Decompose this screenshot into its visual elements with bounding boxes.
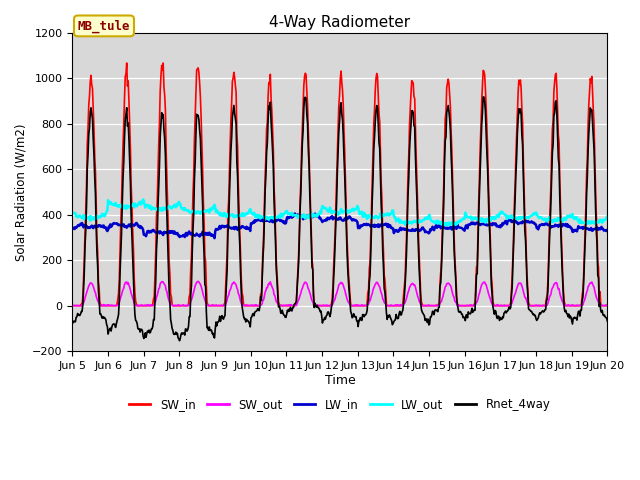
Rnet_4way [480, 94, 488, 100]
Rnet_4way [78, 309, 86, 314]
LW_in [291, 211, 299, 216]
LW_in [78, 220, 86, 226]
Rnet_4way [133, 321, 141, 326]
Rnet_4way [406, 148, 413, 154]
Rnet_4way [176, 338, 184, 344]
SW_out [406, 283, 414, 289]
LW_out [188, 208, 196, 214]
SW_out [69, 303, 77, 309]
SW_out [218, 302, 225, 308]
LW_in [216, 226, 224, 231]
SW_in [216, 303, 224, 309]
LW_out [421, 215, 429, 221]
Y-axis label: Solar Radiation (W/m2): Solar Radiation (W/m2) [15, 123, 28, 261]
LW_in [188, 231, 195, 237]
SW_in [123, 60, 131, 66]
LW_out [133, 204, 141, 209]
Rnet_4way [68, 321, 76, 326]
LW_in [406, 228, 414, 233]
Rnet_4way [421, 318, 429, 324]
LW_in [211, 235, 218, 241]
Line: SW_out: SW_out [72, 281, 607, 306]
LW_in [133, 221, 141, 227]
SW_out [68, 303, 76, 309]
LW_in [604, 228, 611, 234]
SW_out [134, 302, 141, 308]
SW_in [188, 221, 196, 227]
Rnet_4way [188, 251, 196, 257]
Line: LW_in: LW_in [72, 214, 607, 238]
LW_in [422, 228, 429, 234]
Line: Rnet_4way: Rnet_4way [72, 97, 607, 341]
X-axis label: Time: Time [324, 374, 355, 387]
SW_out [188, 295, 196, 300]
SW_out [79, 301, 86, 307]
LW_out [604, 213, 611, 219]
SW_in [134, 303, 141, 309]
Title: 4-Way Radiometer: 4-Way Radiometer [269, 15, 410, 30]
SW_out [604, 302, 611, 308]
LW_out [78, 214, 86, 220]
Line: LW_out: LW_out [72, 199, 607, 225]
Line: SW_in: SW_in [72, 63, 607, 306]
Rnet_4way [216, 319, 224, 324]
LW_out [216, 210, 224, 216]
SW_in [604, 303, 611, 309]
SW_out [195, 278, 202, 284]
LW_out [140, 196, 147, 202]
SW_in [68, 303, 76, 309]
Legend: SW_in, SW_out, LW_in, LW_out, Rnet_4way: SW_in, SW_out, LW_in, LW_out, Rnet_4way [124, 393, 556, 415]
Rnet_4way [604, 319, 611, 324]
Text: MB_tule: MB_tule [77, 19, 130, 33]
SW_out [422, 302, 429, 308]
SW_in [406, 122, 413, 128]
LW_out [444, 222, 452, 228]
SW_in [421, 303, 429, 309]
LW_out [406, 220, 413, 226]
LW_out [68, 210, 76, 216]
LW_in [68, 226, 76, 232]
SW_in [78, 303, 86, 309]
